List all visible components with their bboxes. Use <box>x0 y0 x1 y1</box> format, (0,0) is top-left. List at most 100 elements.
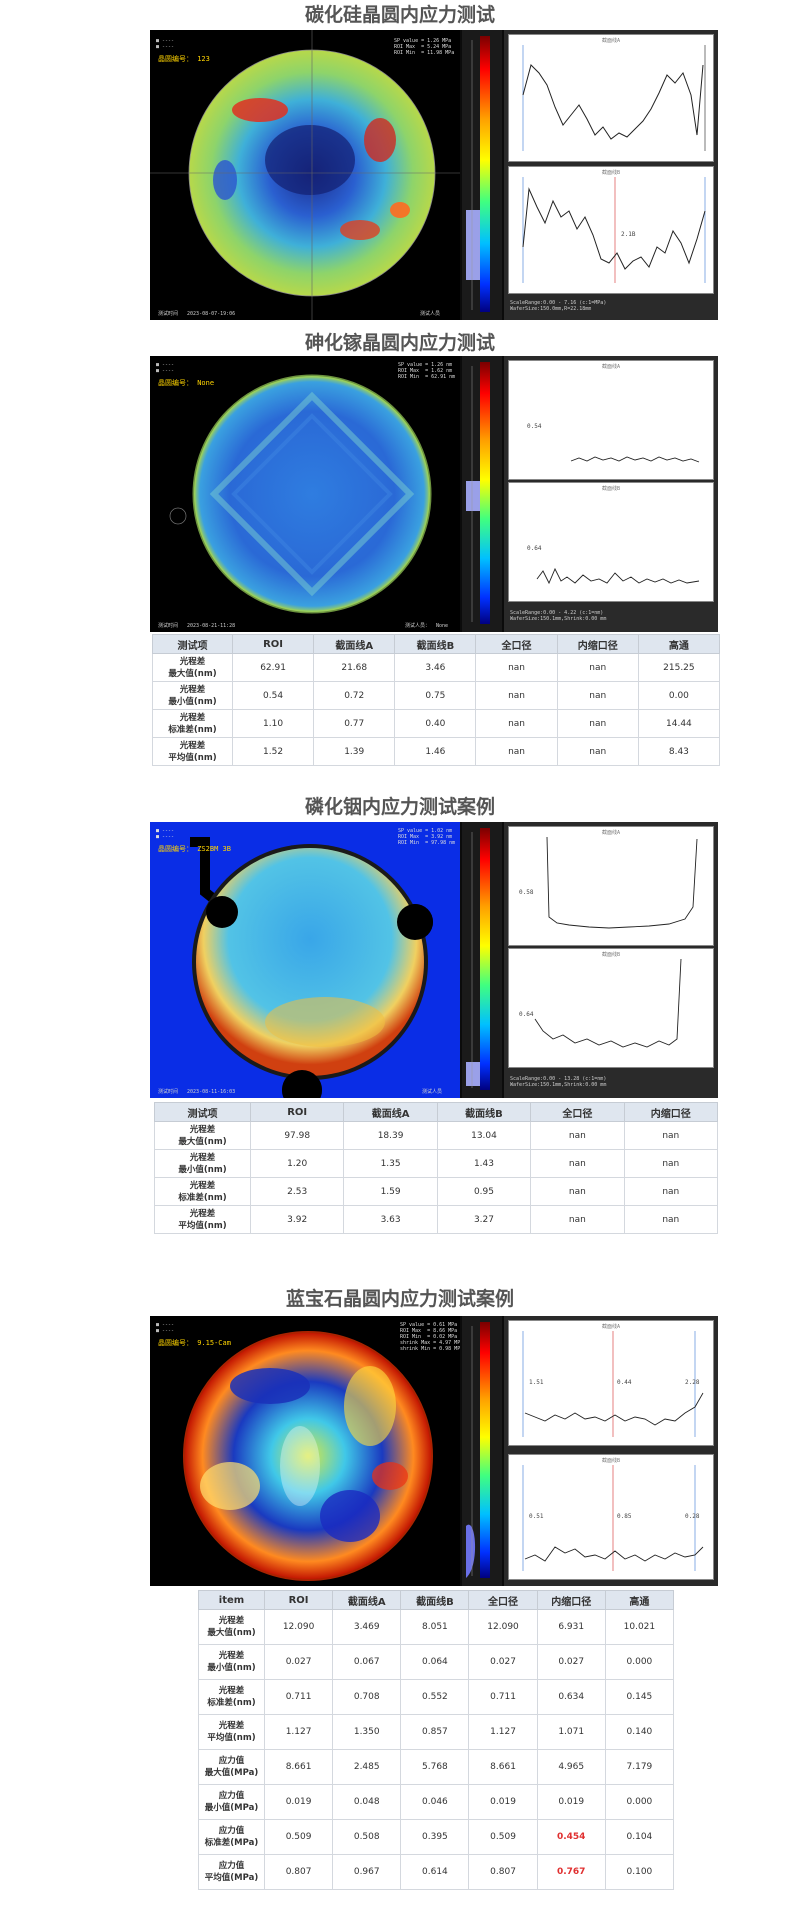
row-label-quantity: 光程差 <box>218 1721 245 1731</box>
table-row: 光程差 平均值(nm) 1.127 1.350 0.857 1.127 1.071 0.140 <box>198 1714 675 1750</box>
row-label: 光程差 平均值(nm) <box>152 737 233 766</box>
table-cell: 0.454 <box>536 1819 606 1855</box>
table-header-cell: 高通 <box>604 1590 675 1610</box>
row-label-quantity: 应力值 <box>218 1861 245 1871</box>
profile-plot-a: 截面线A 0.58 <box>508 826 714 946</box>
sapphire-stress-map <box>183 1331 433 1581</box>
profile-plot-b: 截面线B 0.64 <box>508 948 714 1068</box>
row-label-stat: 平均值(MPa) <box>204 1873 259 1883</box>
row-label: 应力值平均值(MPa) <box>198 1854 265 1890</box>
table-cell: 1.20 <box>249 1149 345 1178</box>
section-title-inp: 磷化铟内应力测试案例 <box>304 796 495 818</box>
table-header-cell: 测试项 <box>152 634 233 654</box>
table-row: 光程差 最小值(nm) 0.54 0.72 0.75 nan nan 0.00 <box>152 681 721 710</box>
row-label-stat: 标准差(nm) <box>168 724 217 735</box>
table-header-cell: ROI <box>263 1590 334 1610</box>
table-cell: 21.68 <box>313 653 396 682</box>
table-cell: 0.000 <box>604 1644 675 1680</box>
row-label: 光程差 最小值(nm) <box>154 1149 251 1178</box>
table-cell: 0.509 <box>468 1819 538 1855</box>
table-cell: 0.048 <box>332 1784 402 1820</box>
row-label-quantity: 应力值 <box>218 1826 245 1836</box>
table-header-cell: ROI <box>249 1102 345 1122</box>
table-row: 光程差 最大值(nm) 97.98 18.39 13.04 nan nan <box>154 1121 719 1150</box>
row-label-quantity: 应力值 <box>218 1791 245 1801</box>
sample-id: 晶圆编号： None <box>158 379 215 387</box>
table-cell: 0.145 <box>604 1679 675 1715</box>
wafer-viewer: ■ ---- ■ ---- 晶圆编号： 9.15-Cam SP value = … <box>150 1316 460 1586</box>
table-cell: 215.25 <box>637 653 721 682</box>
table-cell: 1.59 <box>343 1177 438 1206</box>
table-header-cell: 内缩口径 <box>556 634 639 654</box>
table-cell: 0.046 <box>400 1784 470 1820</box>
row-label: 光程差 最大值(nm) <box>152 653 233 682</box>
sic-screenshot: ■ ---- ■ ---- 晶圆编号： 123 SP value = 1.26 … <box>150 30 718 320</box>
table-header-cell: ROI <box>231 634 315 654</box>
sample-id: 晶圆编号： ZS2BM 3B <box>158 845 231 853</box>
table-cell: nan <box>530 1121 625 1150</box>
table-cell: 1.127 <box>263 1714 334 1750</box>
row-label-stat: 标准差(nm) <box>178 1192 227 1203</box>
table-cell: 0.104 <box>604 1819 675 1855</box>
table-cell: 0.634 <box>536 1679 606 1715</box>
table-cell: 0.019 <box>468 1784 538 1820</box>
table-row: 光程差 最大值(nm) 62.91 21.68 3.46 nan nan 215.25 <box>152 653 721 682</box>
table-cell: 12.090 <box>263 1609 334 1645</box>
section-title-sapphire: 蓝宝石晶圆内应力测试案例 <box>285 1288 514 1310</box>
table-cell: 2.53 <box>249 1177 345 1206</box>
row-label: 应力值 最小值(MPa) <box>198 1784 265 1820</box>
test-time: 测试时间 2023-08-21-11:28 <box>158 623 236 629</box>
row-label-quantity: 光程差 <box>218 1686 245 1696</box>
table-header-cell: 截面线B <box>436 1102 532 1122</box>
row-label-quantity: 光程差 <box>189 1208 216 1219</box>
table-cell: 14.44 <box>637 709 721 738</box>
tester: 测试人员 <box>422 1089 443 1095</box>
table-cell: 7.179 <box>604 1749 675 1785</box>
row-label-stat: 最大值(MPa) <box>204 1768 259 1778</box>
table-header-cell: item <box>198 1590 265 1610</box>
table-cell: nan <box>623 1121 719 1150</box>
scale-info: ScaleRange:0.00 - 7.16 (c:1=MPa) WaferSi… <box>510 300 607 312</box>
sample-id: 晶圆编号： 9.15-Cam <box>158 1339 231 1347</box>
table-header-row: 测试项 ROI 截面线A 截面线B 全口径 内缩口径 <box>154 1102 719 1122</box>
row-label-quantity: 光程差 <box>218 1651 245 1661</box>
row-label-stat: 最小值(nm) <box>168 696 217 707</box>
table-header-cell: 截面线B <box>394 634 477 654</box>
profile-panel: 截面线A 1.51 0.44 2.28 截面线B 0.51 0.85 0.28 <box>504 1316 718 1586</box>
sample-id: 晶圆编号： 123 <box>158 55 210 63</box>
table-cell: 2.485 <box>332 1749 402 1785</box>
test-time: 测试时间 2023-08-11-16:03 <box>158 1089 236 1095</box>
table-cell: 1.39 <box>313 737 396 766</box>
table-cell: nan <box>556 653 639 682</box>
table-cell: nan <box>556 709 639 738</box>
table-cell: nan <box>475 653 558 682</box>
table-cell: 6.931 <box>536 1609 606 1645</box>
section-title-sic: 碳化硅晶圆内应力测试 <box>304 4 495 26</box>
table-header-cell: 全口径 <box>475 634 558 654</box>
profile-panel: 截面线A 截面线B 2.1B ScaleRange:0.00 - 7.16 (c… <box>504 30 718 320</box>
row-label-stat: 最大值(nm) <box>178 1136 227 1147</box>
scale-info: ScaleRange:0.00 - 4.22 (c:1=nm) WaferSiz… <box>510 610 607 622</box>
color-scale <box>462 1316 502 1586</box>
table-cell: 1.071 <box>536 1714 606 1750</box>
wafer-viewer: ■ ---- ■ ---- 晶圆编号： ZS2BM 3B SP value = … <box>150 822 460 1098</box>
table-row: 光程差 标准差(nm) 0.711 0.708 0.552 0.711 0.634 0.145 <box>198 1679 675 1715</box>
table-cell: nan <box>530 1205 625 1234</box>
table-row: 应力值 最大值(MPa) 8.661 2.485 5.768 8.661 4.965 7.17… <box>198 1749 675 1785</box>
row-label-stat: 平均值(nm) <box>168 752 217 763</box>
table-cell: 0.807 <box>263 1854 334 1890</box>
row-label-quantity: 光程差 <box>189 1180 216 1191</box>
table-cell: 1.46 <box>394 737 477 766</box>
sapphire-screenshot: ■ ---- ■ ---- 晶圆编号： 9.15-Cam SP value = … <box>150 1316 718 1586</box>
table-cell: 10.021 <box>604 1609 675 1645</box>
row-label-quantity: 光程差 <box>179 684 206 695</box>
table-header-cell: 截面线A <box>313 634 396 654</box>
table-cell: 0.857 <box>400 1714 470 1750</box>
row-label-stat: 标准差(nm) <box>207 1698 256 1708</box>
wafer-viewer: ■ ---- ■ ---- 晶圆编号： 123 SP value = 1.26 … <box>150 30 460 320</box>
table-cell: 8.661 <box>468 1749 538 1785</box>
table-cell: 0.395 <box>400 1819 470 1855</box>
profile-plot-b: 截面线B 2.1B <box>508 166 714 294</box>
table-cell: 8.051 <box>400 1609 470 1645</box>
row-label: 光程差标准差(nm) <box>198 1679 265 1715</box>
